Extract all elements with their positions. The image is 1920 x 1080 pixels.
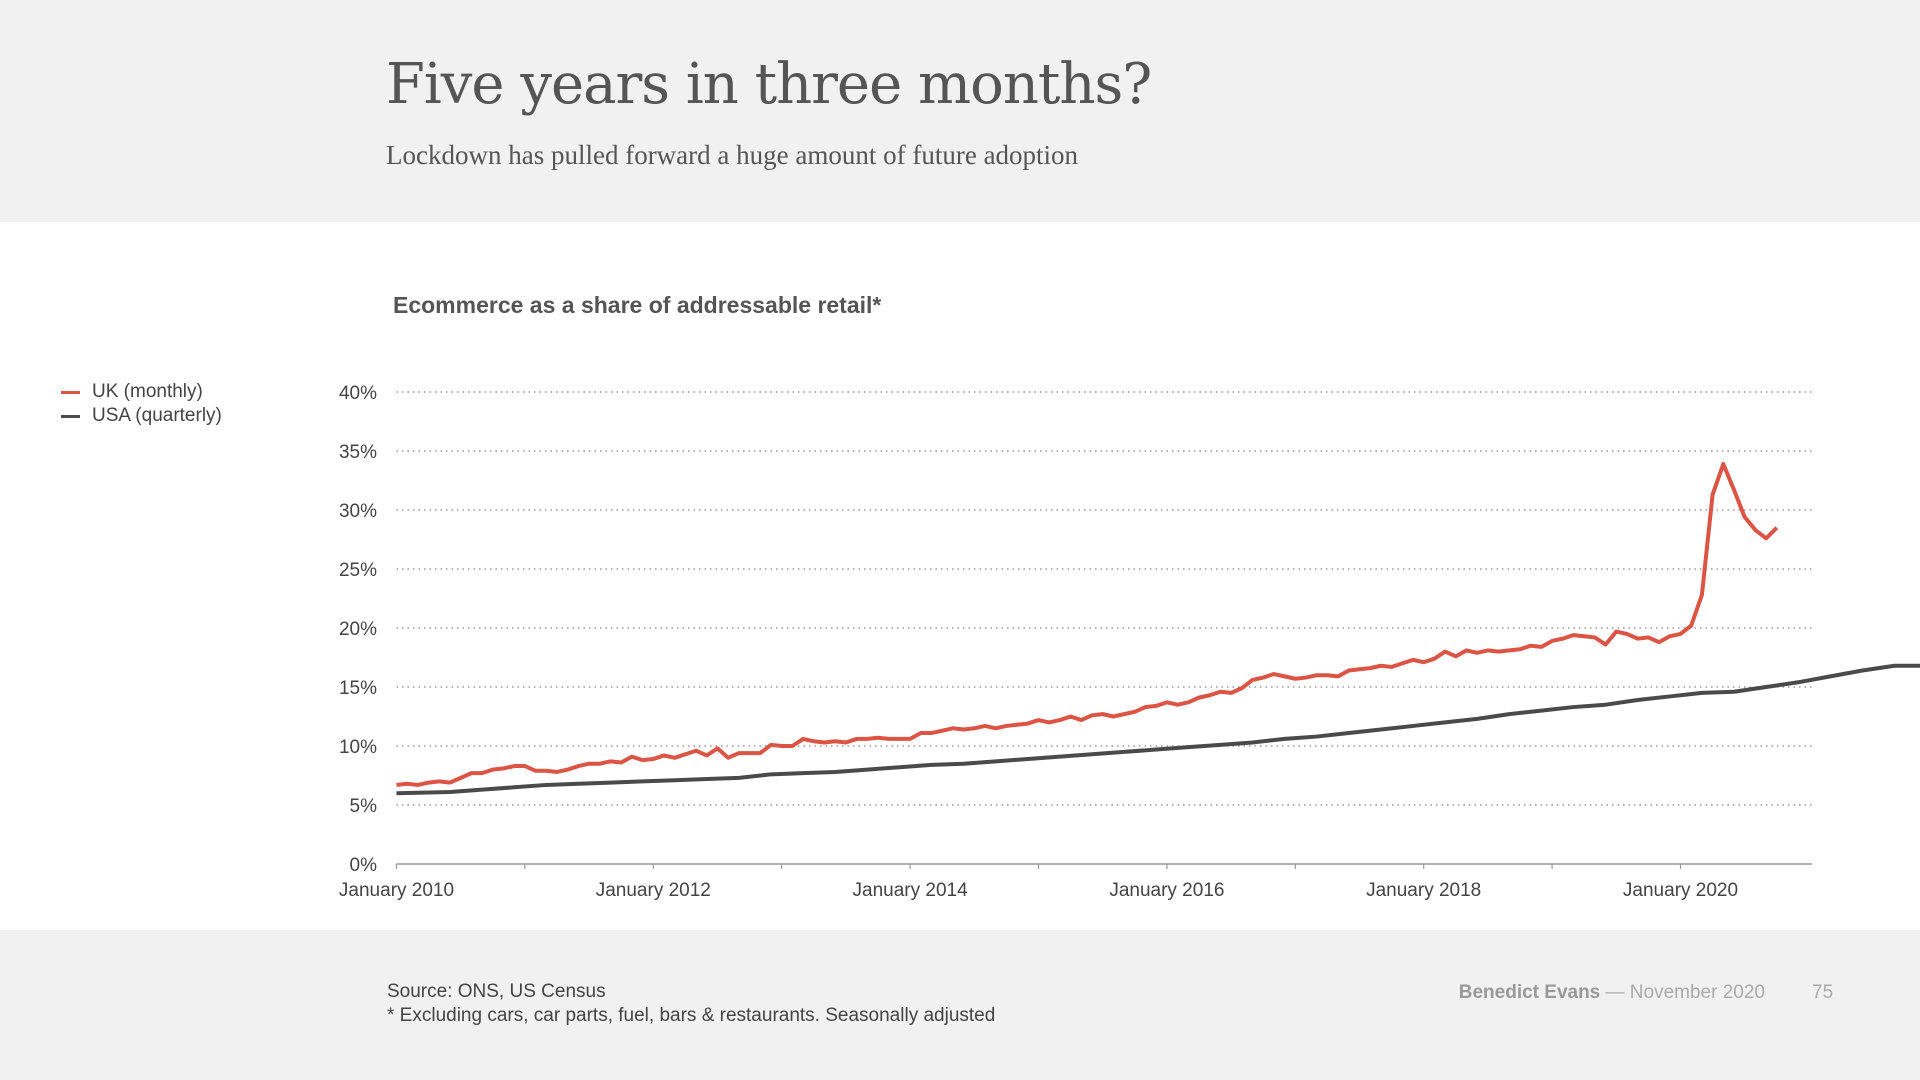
- y-tick-label: 35%: [339, 442, 377, 463]
- y-tick-label: 0%: [350, 855, 378, 876]
- series-line-uk: [396, 461, 1779, 787]
- x-tick-label: January 2018: [1366, 880, 1481, 901]
- x-tick-label: January 2012: [596, 880, 711, 901]
- line-chart: 0% 5% 10% 15% 20% 25% 30% 35% 40% January 2010 Jan…: [339, 383, 1920, 901]
- y-tick-label: 25%: [339, 560, 377, 581]
- source-text: Source: ONS, US Census: [387, 981, 606, 1002]
- credit: Benedict Evans — November 2020: [1459, 982, 1765, 1004]
- y-tick-label: 40%: [339, 383, 377, 404]
- x-tick-label: January 2020: [1623, 880, 1738, 901]
- x-tick-label: January 2014: [853, 880, 969, 901]
- page-number: 75: [1812, 982, 1834, 1003]
- y-tick-label: 30%: [339, 501, 377, 522]
- author: Benedict Evans: [1458, 982, 1601, 1003]
- legend-swatch-uk: [61, 390, 80, 394]
- x-tick-label: January 2010: [339, 880, 454, 901]
- footer-band: [0, 930, 1920, 1080]
- y-tick-label: 10%: [339, 737, 377, 758]
- header-band: [0, 0, 1920, 222]
- legend-label-usa: USA (quarterly): [92, 405, 222, 426]
- legend-item-uk: UK (monthly): [61, 380, 222, 404]
- x-tick-label: January 2016: [1109, 880, 1224, 901]
- footnote-text: * Excluding cars, car parts, fuel, bars …: [387, 1005, 996, 1026]
- chart-title: Ecommerce as a share of addressable reta…: [393, 292, 882, 318]
- source-note: Source: ONS, US Census * Excluding cars,…: [387, 980, 995, 1028]
- y-tick-label: 15%: [339, 678, 377, 699]
- page-subtitle: Lockdown has pulled forward a huge amoun…: [386, 140, 1079, 170]
- y-tick-label: 20%: [339, 619, 377, 640]
- legend-label-uk: UK (monthly): [92, 381, 203, 402]
- date: — November 2020: [1605, 982, 1765, 1003]
- legend: UK (monthly) USA (quarterly): [61, 380, 222, 428]
- y-tick-label: 5%: [350, 796, 378, 817]
- legend-swatch-usa: [61, 414, 80, 418]
- page-title: Five years in three months?: [386, 52, 1152, 117]
- legend-item-usa: USA (quarterly): [61, 404, 222, 428]
